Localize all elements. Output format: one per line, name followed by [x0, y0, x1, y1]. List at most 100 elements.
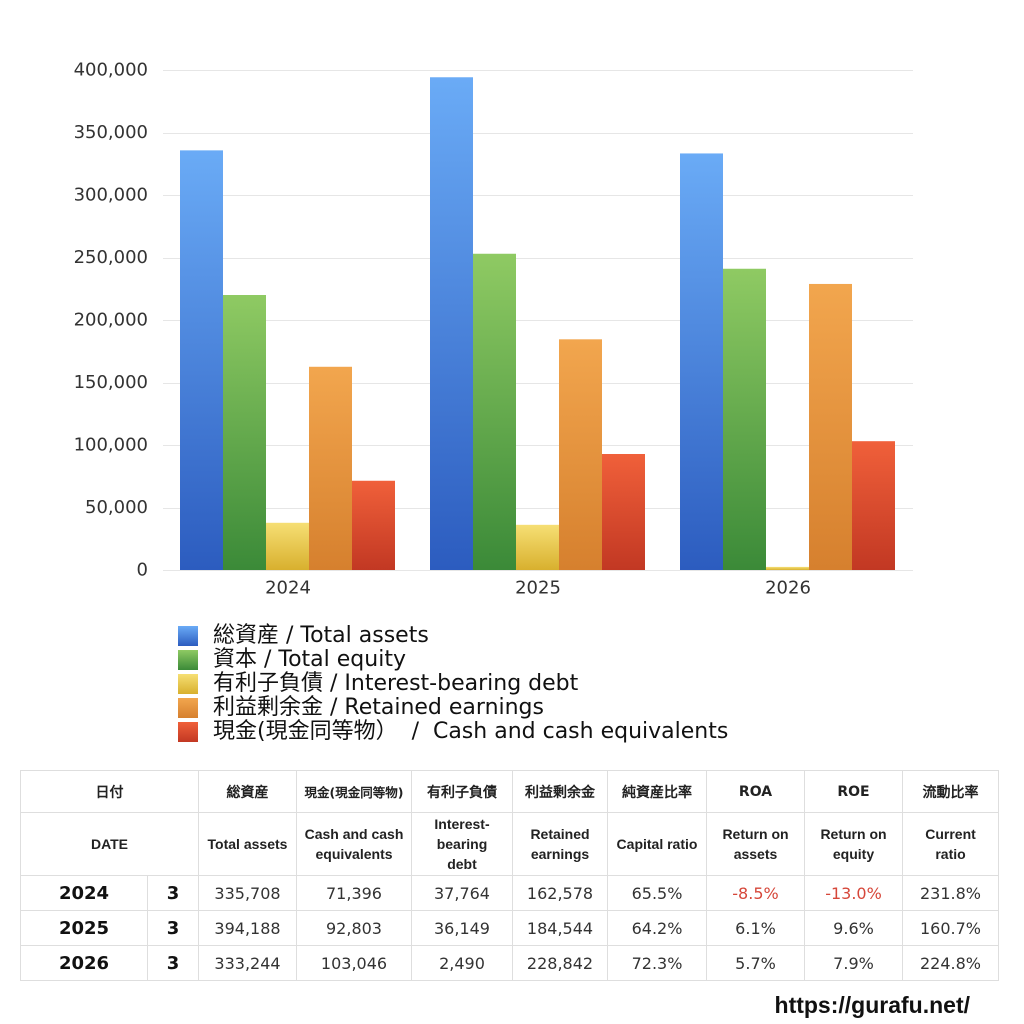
bar-interest-bearing-debt-2024 — [266, 522, 309, 570]
header-total-assets-en: Total assets — [198, 812, 297, 876]
cell-interest-bearing-debt: 36,149 — [411, 910, 513, 946]
row-year: 2026 — [20, 945, 148, 981]
cell-roa: 5.7% — [706, 945, 805, 981]
header-label: Interest-bearing debt — [434, 816, 490, 872]
legend-label: 有利子負債 / Interest-bearing debt — [213, 671, 579, 696]
legend-swatch — [178, 650, 198, 670]
header-capital-ratio-ja: 純資産比率 — [607, 770, 707, 813]
bar-total-assets-2025 — [430, 77, 473, 570]
legend-label: 現金(現金同等物） / Cash and cash equivalents — [213, 719, 729, 744]
x-axis: 2024 2025 2026 — [265, 578, 811, 599]
table-row: 2026 3 333,244 103,046 2,490 228,842 72.… — [20, 945, 999, 981]
source-url: https://gurafu.net/ — [774, 992, 970, 1018]
header-cash-ja: 現金(現金同等物) — [296, 770, 412, 813]
row-year: 2025 — [20, 910, 148, 946]
y-tick-label: 300,000 — [74, 185, 148, 206]
legend-item-cash-equivalents: 現金(現金同等物） / Cash and cash equivalents — [178, 720, 728, 744]
header-row-english: DATE Total assets Cash and cash equivale… — [20, 812, 999, 876]
cell-capital-ratio: 65.5% — [607, 875, 707, 911]
cell-capital-ratio: 64.2% — [607, 910, 707, 946]
cell-capital-ratio: 72.3% — [607, 945, 707, 981]
bar-cash-equivalents-2024 — [352, 480, 395, 570]
header-date-ja: 日付 — [20, 770, 199, 813]
header-label: Cash and cash equivalents — [304, 826, 404, 862]
legend-item-interest-bearing-debt: 有利子負債 / Interest-bearing debt — [178, 672, 728, 696]
cell-retained-earnings: 228,842 — [512, 945, 608, 981]
legend-swatch — [178, 674, 198, 694]
y-tick-label: 250,000 — [74, 247, 148, 268]
header-label: Retained earnings — [530, 826, 590, 862]
header-label: Total assets — [207, 836, 288, 852]
cell-roe: 7.9% — [804, 945, 903, 981]
cell-total-assets: 335,708 — [198, 875, 297, 911]
header-retained-earnings-en: Retained earnings — [512, 812, 608, 876]
y-tick-label: 350,000 — [74, 122, 148, 143]
cell-roa: 6.1% — [706, 910, 805, 946]
legend-item-retained-earnings: 利益剰余金 / Retained earnings — [178, 696, 728, 720]
header-current-ratio-en: Current ratio — [902, 812, 999, 876]
bar-total-equity-2024 — [223, 295, 266, 570]
y-tick-label: 100,000 — [74, 435, 148, 456]
header-date-en: DATE — [20, 812, 199, 876]
legend-swatch — [178, 626, 198, 646]
legend-label: 資本 / Total equity — [213, 647, 406, 672]
header-cash-en: Cash and cash equivalents — [296, 812, 412, 876]
cell-interest-bearing-debt: 37,764 — [411, 875, 513, 911]
header-interest-bearing-debt-ja: 有利子負債 — [411, 770, 513, 813]
header-retained-earnings-ja: 利益剰余金 — [512, 770, 608, 813]
table-row: 2025 3 394,188 92,803 36,149 184,544 64.… — [20, 910, 999, 946]
row-month: 3 — [147, 875, 199, 911]
bar-cash-equivalents-2025 — [602, 453, 645, 570]
legend-swatch — [178, 722, 198, 742]
bar-retained-earnings-2026 — [809, 283, 852, 570]
cell-current-ratio: 224.8% — [902, 945, 999, 981]
y-axis: 0 50,000 100,000 150,000 200,000 250,000 300,0… — [74, 60, 148, 581]
header-roa-en: Return on assets — [706, 812, 805, 876]
header-label: Capital ratio — [616, 836, 698, 852]
bar-chart: 0 50,000 100,000 150,000 200,000 250,000 300,0… — [74, 60, 913, 599]
cell-cash: 71,396 — [296, 875, 412, 911]
header-roe-ja: ROE — [804, 770, 903, 813]
header-roe-en: Return on equity — [804, 812, 903, 876]
cell-total-assets: 394,188 — [198, 910, 297, 946]
bar-cash-equivalents-2026 — [852, 441, 895, 570]
header-label: DATE — [90, 836, 129, 852]
legend-item-total-equity: 資本 / Total equity — [178, 648, 728, 672]
bar-total-assets-2024 — [180, 150, 223, 571]
legend-swatch — [178, 698, 198, 718]
gridlines — [163, 70, 913, 571]
financial-summary-table: 日付 総資産 現金(現金同等物) 有利子負債 利益剰余金 純資産比率 ROA R… — [20, 770, 999, 981]
bars — [180, 77, 895, 571]
header-row-japanese: 日付 総資産 現金(現金同等物) 有利子負債 利益剰余金 純資産比率 ROA R… — [20, 770, 999, 813]
bar-retained-earnings-2025 — [559, 339, 602, 570]
cell-retained-earnings: 184,544 — [512, 910, 608, 946]
legend-item-total-assets: 総資産 / Total assets — [178, 624, 728, 648]
header-roa-ja: ROA — [706, 770, 805, 813]
bar-total-assets-2026 — [680, 153, 723, 570]
header-current-ratio-ja: 流動比率 — [902, 770, 999, 813]
bar-total-equity-2025 — [473, 253, 516, 570]
row-month: 3 — [147, 945, 199, 981]
cell-retained-earnings: 162,578 — [512, 875, 608, 911]
header-capital-ratio-en: Capital ratio — [607, 812, 707, 876]
cell-current-ratio: 231.8% — [902, 875, 999, 911]
bar-retained-earnings-2024 — [309, 366, 352, 570]
cell-roa: -8.5% — [706, 875, 805, 911]
cell-current-ratio: 160.7% — [902, 910, 999, 946]
bar-interest-bearing-debt-2025 — [516, 524, 559, 570]
cell-roe: -13.0% — [804, 875, 903, 911]
chart-legend: 総資産 / Total assets 資本 / Total equity 有利子… — [178, 624, 728, 744]
y-tick-label: 200,000 — [74, 310, 148, 331]
row-month: 3 — [147, 910, 199, 946]
x-tick-label: 2025 — [515, 578, 561, 599]
cell-total-assets: 333,244 — [198, 945, 297, 981]
header-label: Return on equity — [820, 826, 887, 862]
y-tick-label: 150,000 — [74, 372, 148, 393]
header-total-assets-ja: 総資産 — [198, 770, 297, 813]
cell-interest-bearing-debt: 2,490 — [411, 945, 513, 981]
header-label: Current ratio — [925, 826, 976, 862]
x-tick-label: 2024 — [265, 578, 311, 599]
x-tick-label: 2026 — [765, 578, 811, 599]
cell-roe: 9.6% — [804, 910, 903, 946]
y-tick-label: 0 — [137, 560, 148, 581]
